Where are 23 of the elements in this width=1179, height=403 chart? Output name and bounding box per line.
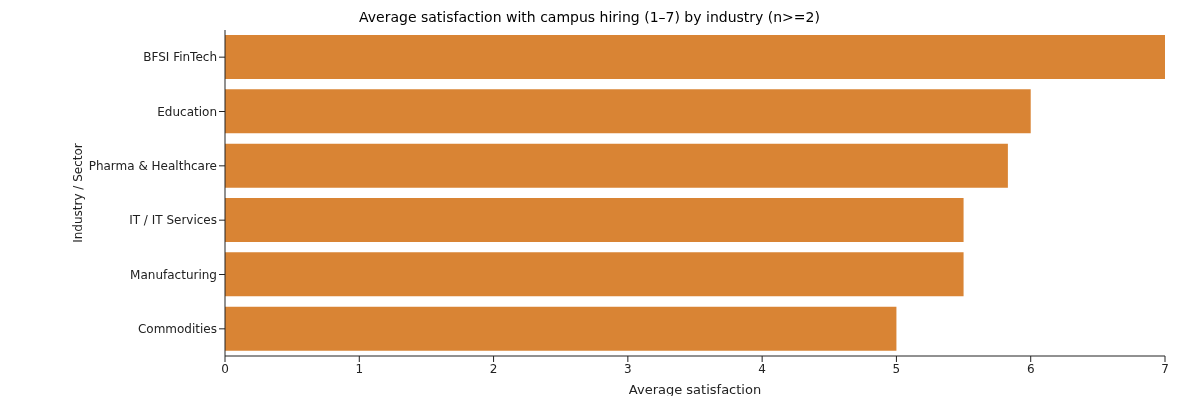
- x-axis-title: Average satisfaction: [628, 382, 762, 397]
- x-tick-label: 3: [624, 361, 632, 376]
- x-tick-label: 5: [892, 361, 901, 376]
- x-tick-label: 6: [1026, 361, 1035, 376]
- x-tick-label: 7: [1161, 361, 1169, 376]
- y-tick-label: Commodities: [137, 322, 217, 337]
- y-tick-label: IT / IT Services: [129, 213, 217, 228]
- bar: [225, 306, 897, 351]
- y-tick-label: Education: [157, 104, 217, 119]
- y-tick-label: Pharma & Healthcare: [88, 159, 217, 174]
- x-tick-label: 2: [489, 361, 498, 376]
- x-tick-label: 0: [221, 361, 229, 376]
- bar: [225, 143, 1008, 188]
- bar: [225, 35, 1165, 79]
- x-tick-label: 1: [355, 361, 364, 376]
- bar: [225, 89, 1031, 134]
- y-tick-label: Manufacturing: [130, 267, 217, 282]
- bar: [225, 198, 964, 242]
- y-tick-label: BFSI FinTech: [143, 50, 217, 65]
- chart-title: Average satisfaction with campus hiring (1–7) by industry (n>=2): [358, 8, 821, 27]
- x-tick-label: 4: [758, 361, 766, 376]
- bar: [225, 252, 964, 297]
- y-axis-title: Industry / Sector: [71, 143, 86, 243]
